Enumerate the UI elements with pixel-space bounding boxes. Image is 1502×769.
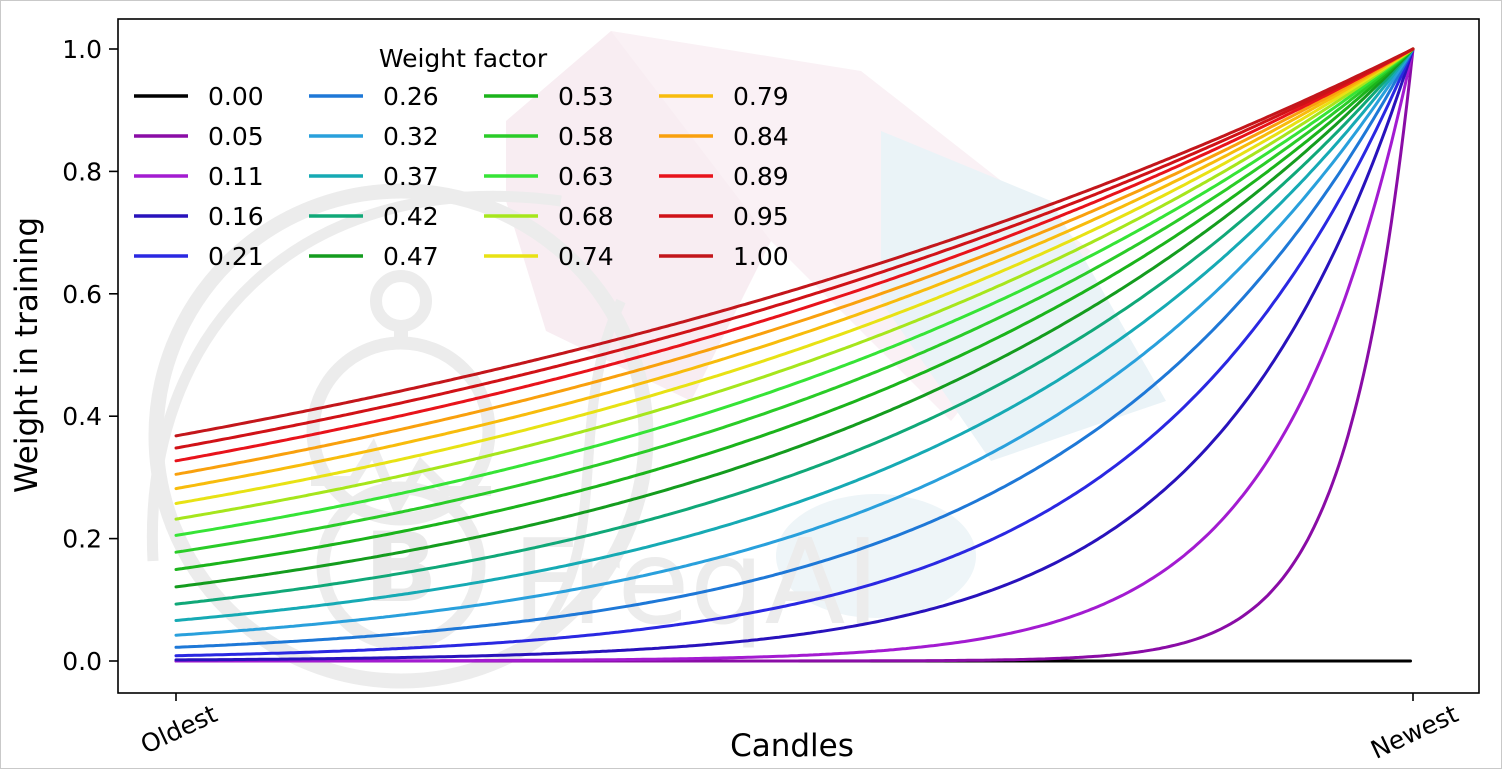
y-axis-title: Weight in training bbox=[9, 217, 45, 493]
y-tick-label: 0.8 bbox=[62, 157, 102, 186]
legend-label-0.53: 0.53 bbox=[558, 82, 614, 111]
freqai-watermark: B FreqAI bbox=[146, 31, 1166, 689]
series-line-0.16 bbox=[174, 47, 1415, 662]
watermark-wing bbox=[146, 190, 562, 562]
legend-label-0.11: 0.11 bbox=[208, 162, 264, 191]
x-tick-label-newest: Newest bbox=[1366, 699, 1462, 765]
y-tick-label: 0.0 bbox=[62, 647, 102, 676]
y-tick-label: 0.4 bbox=[62, 402, 102, 431]
series-line-0.26 bbox=[174, 47, 1415, 649]
series-line-0.32 bbox=[174, 47, 1415, 637]
series-line-0.42 bbox=[174, 47, 1415, 606]
watermark-stopwatch-crown bbox=[370, 270, 432, 332]
legend-label-0.37: 0.37 bbox=[383, 162, 439, 191]
series-line-0.53 bbox=[174, 47, 1415, 571]
series-line-0.58 bbox=[174, 47, 1415, 554]
y-tick-label: 0.6 bbox=[62, 280, 102, 309]
series-line-0.79 bbox=[174, 47, 1415, 491]
y-axis-ticks: 0.0 0.2 0.4 0.6 0.8 1.0 bbox=[62, 35, 118, 676]
series-line-0.63 bbox=[174, 47, 1415, 537]
legend-label-0.68: 0.68 bbox=[558, 202, 614, 231]
series-line-1.00 bbox=[174, 47, 1415, 438]
legend-label-0.47: 0.47 bbox=[383, 242, 439, 271]
legend-label-0.16: 0.16 bbox=[208, 202, 264, 231]
series-line-0.84 bbox=[174, 47, 1415, 476]
series-line-0.89 bbox=[174, 47, 1415, 463]
legend-label-0.26: 0.26 bbox=[383, 82, 439, 111]
plot-border bbox=[117, 18, 1480, 694]
series-line-0.21 bbox=[174, 47, 1415, 658]
watermark-leaf-blue bbox=[881, 131, 1166, 461]
legend-title: Weight factor bbox=[379, 44, 548, 73]
plot-lines bbox=[174, 47, 1415, 663]
legend-label-0.63: 0.63 bbox=[558, 162, 614, 191]
series-line-0.74 bbox=[174, 47, 1415, 505]
legend-label-1.00: 1.00 bbox=[733, 242, 789, 271]
y-tick-label: 0.2 bbox=[62, 525, 102, 554]
legend-label-0.58: 0.58 bbox=[558, 122, 614, 151]
series-line-0.47 bbox=[174, 47, 1415, 589]
legend-label-0.32: 0.32 bbox=[383, 122, 439, 151]
series-line-0.37 bbox=[174, 47, 1415, 622]
legend-label-0.84: 0.84 bbox=[733, 122, 789, 151]
legend-label-0.79: 0.79 bbox=[733, 82, 789, 111]
legend-items: 0.00 0.05 0.11 0.16 0.21 0.26 0.32 0.37 0.42 0.47… bbox=[134, 82, 789, 271]
legend-label-0.05: 0.05 bbox=[208, 122, 264, 151]
legend-label-0.00: 0.00 bbox=[208, 82, 264, 111]
watermark-stopwatch-body bbox=[306, 336, 496, 526]
legend: Weight factor 0.000.050.110.160.210.260.… bbox=[134, 44, 789, 271]
x-tick-label-oldest: Oldest bbox=[136, 699, 222, 759]
legend-label-0.95: 0.95 bbox=[733, 202, 789, 231]
series-line-0.68 bbox=[174, 47, 1415, 521]
legend-label-0.42: 0.42 bbox=[383, 202, 439, 231]
x-axis-title: Candles bbox=[730, 728, 854, 764]
watermark-text: FreqAI bbox=[512, 513, 880, 651]
y-tick-label: 1.0 bbox=[62, 35, 102, 64]
legend-label-0.21: 0.21 bbox=[208, 242, 264, 271]
watermark-heartbeat bbox=[311, 438, 491, 519]
series-line-0.95 bbox=[174, 47, 1415, 450]
series-line-0.11 bbox=[174, 47, 1415, 663]
legend-label-0.89: 0.89 bbox=[733, 162, 789, 191]
watermark-ring bbox=[148, 183, 654, 689]
legend-label-0.74: 0.74 bbox=[558, 242, 614, 271]
